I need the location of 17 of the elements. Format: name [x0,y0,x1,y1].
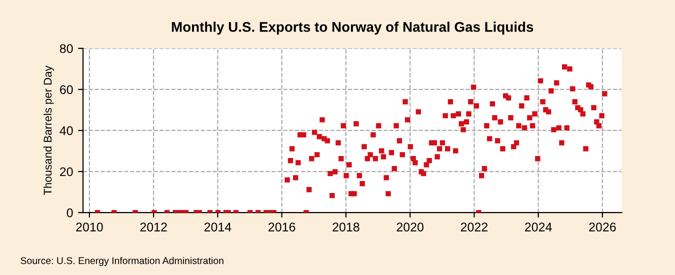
x-tick-label: 2016 [268,222,296,232]
x-tick-label: 2026 [589,222,616,232]
y-tick-label: 20 [60,167,73,176]
y-axis-title: Thousand Barrels per Day [43,66,54,196]
y-tick-label: 60 [60,85,73,94]
x-tick-label: 2020 [396,222,424,232]
x-tick-label: 2018 [332,222,360,232]
y-tick-label: 0 [66,208,73,218]
x-tick-label: 2012 [140,222,167,232]
x-tick-label: 2014 [204,222,232,232]
chart-title: Monthly U.S. Exports to Norway of Natural Gas Liquids [172,22,534,35]
x-tick-label: 2024 [525,222,552,232]
y-tick-label: 80 [60,44,73,54]
source-note: Source: U.S. Energy Information Administration [20,256,224,266]
x-tick-label: 2022 [460,222,488,232]
x-tick-label: 2010 [76,222,103,232]
y-tick-label: 40 [60,126,73,136]
